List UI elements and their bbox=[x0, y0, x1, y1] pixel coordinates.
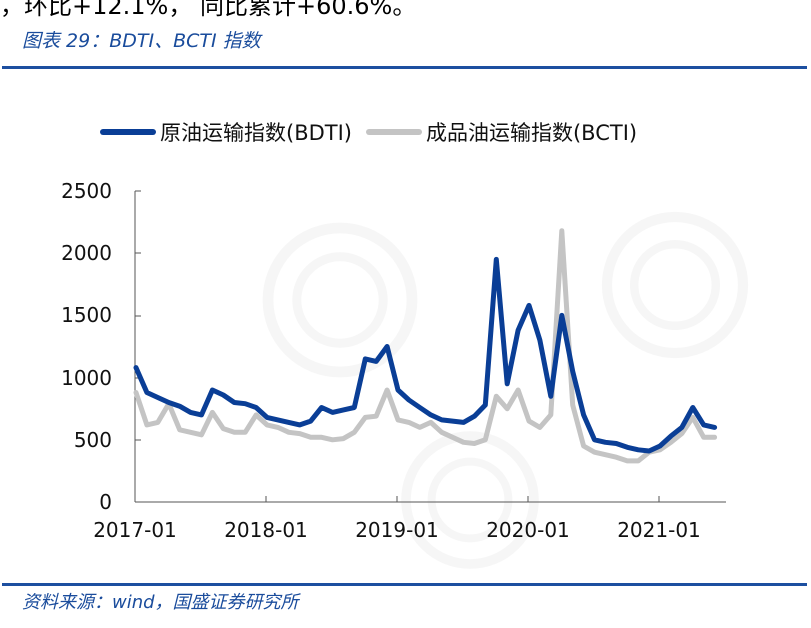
legend-label-bcti: 成品油运输指数(BCTI) bbox=[425, 121, 638, 145]
legend-item-bcti: 成品油运输指数(BCTI) bbox=[365, 117, 638, 147]
bcti-series-line bbox=[133, 228, 718, 464]
legend-swatch-bdti bbox=[100, 129, 156, 135]
y-tick-label: 1500 bbox=[61, 303, 112, 327]
y-tick-label: 0 bbox=[99, 490, 112, 514]
bdti-series-line bbox=[133, 256, 718, 454]
y-tick-label: 2000 bbox=[61, 241, 112, 265]
x-tick-label: 2019-01 bbox=[355, 518, 439, 542]
legend-label-bdti: 原油运输指数(BDTI) bbox=[160, 121, 352, 145]
source-note: 资料来源：wind，国盛证券研究所 bbox=[22, 592, 299, 613]
y-axis bbox=[134, 190, 141, 502]
x-axis bbox=[135, 496, 726, 503]
x-tick-label: 2020-01 bbox=[486, 518, 570, 542]
y-tick-label: 1000 bbox=[61, 366, 112, 390]
source-divider bbox=[2, 583, 807, 586]
y-tick-label: 500 bbox=[73, 428, 112, 452]
chart-legend: 原油运输指数(BDTI) 成品油运输指数(BCTI) bbox=[100, 117, 651, 147]
previous-paragraph-text: ，环比+12.1%， 同比累计+60.6%。 bbox=[0, 0, 417, 20]
figure-title: 图表 29：BDTI、BCTI 指数 bbox=[22, 30, 261, 52]
legend-item-bdti: 原油运输指数(BDTI) bbox=[100, 117, 352, 147]
y-tick-label: 2500 bbox=[61, 179, 112, 203]
x-tick-label: 2021-01 bbox=[617, 518, 701, 542]
x-tick-label: 2017-01 bbox=[93, 518, 177, 542]
title-divider bbox=[2, 66, 807, 69]
x-tick-label: 2018-01 bbox=[224, 518, 308, 542]
legend-swatch-bcti bbox=[365, 129, 422, 135]
